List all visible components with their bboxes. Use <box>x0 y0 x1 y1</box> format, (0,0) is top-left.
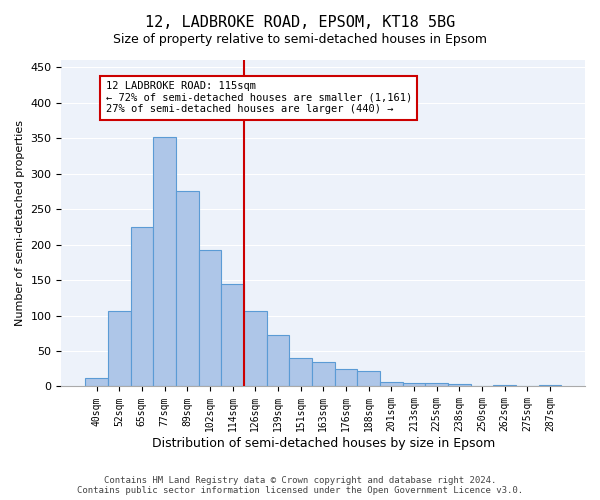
Bar <box>539 385 561 386</box>
Bar <box>335 368 357 386</box>
Bar <box>108 310 131 386</box>
Bar <box>403 383 425 386</box>
Bar <box>266 336 289 386</box>
Bar <box>493 385 516 386</box>
Text: 12 LADBROKE ROAD: 115sqm
← 72% of semi-detached houses are smaller (1,161)
27% o: 12 LADBROKE ROAD: 115sqm ← 72% of semi-d… <box>106 82 412 114</box>
Bar <box>448 384 470 386</box>
Bar <box>425 383 448 386</box>
Bar <box>312 362 335 386</box>
Bar <box>85 378 108 386</box>
Bar <box>380 382 403 386</box>
X-axis label: Distribution of semi-detached houses by size in Epsom: Distribution of semi-detached houses by … <box>152 437 495 450</box>
Bar <box>153 136 176 386</box>
Bar <box>244 310 266 386</box>
Text: 12, LADBROKE ROAD, EPSOM, KT18 5BG: 12, LADBROKE ROAD, EPSOM, KT18 5BG <box>145 15 455 30</box>
Bar <box>221 284 244 387</box>
Text: Size of property relative to semi-detached houses in Epsom: Size of property relative to semi-detach… <box>113 32 487 46</box>
Bar <box>289 358 312 386</box>
Text: Contains HM Land Registry data © Crown copyright and database right 2024.
Contai: Contains HM Land Registry data © Crown c… <box>77 476 523 495</box>
Bar <box>176 192 199 386</box>
Y-axis label: Number of semi-detached properties: Number of semi-detached properties <box>15 120 25 326</box>
Bar <box>199 250 221 386</box>
Bar <box>357 371 380 386</box>
Bar <box>131 227 153 386</box>
